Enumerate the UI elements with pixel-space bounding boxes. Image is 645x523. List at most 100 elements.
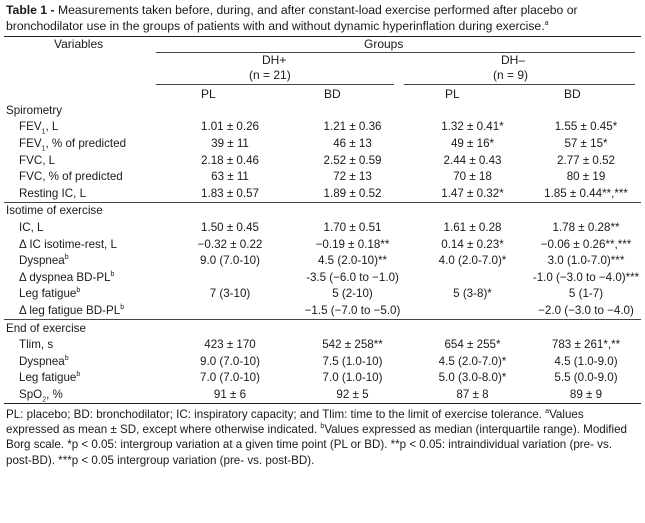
variable-name: Resting IC, L (19, 186, 87, 200)
variable-unit: , % (46, 387, 63, 401)
variable-name: Dyspnea (19, 254, 65, 268)
value-cell: 1.61 ± 0.28 (443, 220, 502, 234)
table-row: Δ leg fatigue BD-PLb −1.5 (−7.0 to −5.0) −… (4, 302, 641, 319)
value-cell: 1.50 ± 0.45 (201, 220, 259, 234)
variable-subscript: 2 (42, 396, 47, 404)
variable-label: Dyspneab (4, 252, 169, 269)
section-title: Isotime of exercise (4, 201, 641, 220)
section-title: End of exercise (4, 318, 641, 337)
value-cell: 783 ± 261*,** (551, 338, 621, 352)
variable-label: SpO2, % (4, 386, 169, 403)
value-cell: 1.83 ± 0.57 (201, 186, 259, 200)
value-cell: −1.5 (−7.0 to −5.0) (304, 303, 401, 317)
value-cell: 7.0 (7.0-10) (200, 371, 260, 385)
table-header: Variables Groups DH+ DH– (n = 21) (n = 9… (4, 37, 641, 102)
variable-name: FVC, L (19, 153, 56, 167)
value-cell: 1.55 ± 0.45* (554, 120, 618, 134)
variable-name: FVC, % of predicted (19, 170, 123, 184)
value-cell: 49 ± 16* (450, 136, 495, 150)
variable-subscript: 1 (41, 145, 46, 153)
value-cell: 7.0 (1.0-10) (322, 371, 383, 385)
value-cell: 4.5 (1.0-9.0) (554, 354, 618, 368)
value-cell: −0.06 ± 0.26**,*** (540, 237, 632, 251)
table-row: Δ dyspnea BD-PLb -3.5 (−6.0 to −1.0) -1.0 … (4, 269, 641, 286)
value-cell: 4.0 (2.0-7.0)* (438, 254, 507, 268)
variable-name: IC, L (19, 220, 44, 234)
header-groups: Groups (364, 37, 404, 51)
header-dh-plus-n: (n = 21) (249, 68, 291, 82)
value-cell: 5 (1-7) (568, 287, 604, 301)
value-cell: -1.0 (−3.0 to −4.0)*** (532, 270, 640, 284)
value-cell: 2.44 ± 0.43 (443, 153, 502, 167)
table-row: Tlim, s 423 ± 170 542 ± 258** 654 ± 255* 783… (4, 336, 641, 353)
variable-footnote-mark: b (110, 270, 115, 278)
value-cell: 72 ± 13 (333, 170, 372, 184)
table-row: Resting IC, L 1.83 ± 0.57 1.89 ± 0.52 1.47 … (4, 185, 641, 202)
table-row: Dyspneab 9.0 (7.0-10) 7.5 (1.0-10) 4.5 (2.0… (4, 353, 641, 370)
footnote-mark-b: b (320, 423, 325, 431)
table-caption: Table 1 - Measurements taken before, dur… (6, 2, 641, 34)
value-cell: 2.52 ± 0.59 (323, 153, 382, 167)
variable-label: Resting IC, L (4, 185, 169, 202)
footnote-mark-a: a (545, 407, 550, 415)
section-title: Spirometry (6, 103, 63, 117)
groups-underline (156, 52, 635, 53)
header-dh-minus-n: (n = 9) (493, 68, 529, 82)
header-bd-dhplus: BD (324, 87, 341, 101)
value-cell: 46 ± 13 (333, 136, 372, 150)
value-cell: 5.5 (0.0-9.0) (554, 371, 618, 385)
variable-name: Tlim, s (19, 338, 54, 352)
variable-unit: , % of predicted (45, 136, 127, 150)
dh-plus-underline (156, 84, 394, 85)
variable-label: IC, L (4, 219, 169, 236)
data-table: Spirometry FEV1, L 1.01 ± 0.26 1.21 ± 0.36 1… (4, 102, 641, 403)
variable-label: Leg fatigueb (4, 286, 169, 303)
value-cell (414, 269, 531, 286)
value-cell: 5 (2-10) (332, 287, 373, 301)
value-cell: 4.5 (2.0-7.0)* (438, 354, 507, 368)
caption-label: Table 1 - (6, 3, 55, 17)
variable-name: Leg fatigue (19, 371, 77, 385)
variable-name: FEV (19, 120, 42, 134)
value-cell: 654 ± 255* (444, 338, 501, 352)
variable-unit: , L (45, 120, 59, 134)
table-row: IC, L 1.50 ± 0.45 1.70 ± 0.51 1.61 ± 0.28 1.… (4, 219, 641, 236)
value-cell (169, 302, 291, 319)
value-cell (414, 302, 531, 319)
value-cell: 1.85 ± 0.44**,*** (544, 186, 628, 200)
header-bd-dhminus: BD (564, 87, 581, 101)
table-row: Δ IC isotime-rest, L −0.32 ± 0.22 −0.19 ± … (4, 236, 641, 253)
value-cell: 92 ± 5 (336, 387, 369, 401)
table-row: FVC, % of predicted 63 ± 11 72 ± 13 70 ± 18… (4, 168, 641, 185)
value-cell: 5 (3-8)* (453, 287, 492, 301)
variable-subscript: 1 (41, 128, 46, 136)
header-dh-minus: DH– (501, 53, 526, 67)
variable-label: Dyspneab (4, 353, 169, 370)
header-dh-plus: DH+ (262, 53, 287, 67)
variable-footnote-mark: b (120, 304, 125, 312)
value-cell: 91 ± 6 (213, 387, 247, 401)
variable-name: Dyspnea (19, 354, 65, 368)
variable-label: Δ dyspnea BD-PLb (4, 269, 169, 286)
value-cell: 1.89 ± 0.52 (323, 186, 382, 200)
value-cell: −2.0 (−3.0 to −4.0) (538, 303, 634, 317)
dh-minus-underline (404, 84, 635, 85)
table-row: Leg fatigueb 7 (3-10) 5 (2-10) 5 (3-8)* 5 (1… (4, 286, 641, 303)
header-variables: Variables (54, 37, 104, 51)
value-cell: 7.5 (1.0-10) (322, 354, 383, 368)
value-cell: 1.01 ± 0.26 (201, 120, 259, 134)
value-cell: 5.0 (3.0-8.0)* (438, 371, 507, 385)
header-pl-dhplus: PL (201, 87, 216, 101)
variable-footnote-mark: b (64, 254, 69, 262)
value-cell: 1.78 ± 0.28** (552, 220, 620, 234)
value-cell: 4.5 (2.0-10)** (318, 254, 387, 268)
variable-label: Δ leg fatigue BD-PLb (4, 302, 169, 319)
value-cell: 80 ± 19 (566, 170, 606, 184)
variable-label: FEV1, % of predicted (4, 135, 169, 152)
variable-label: Leg fatigueb (4, 370, 169, 387)
variable-footnote-mark: b (64, 354, 69, 362)
value-cell (169, 269, 291, 286)
table-row: Leg fatigueb 7.0 (7.0-10) 7.0 (1.0-10) 5.0 … (4, 370, 641, 387)
section-row: End of exercise (4, 318, 641, 337)
